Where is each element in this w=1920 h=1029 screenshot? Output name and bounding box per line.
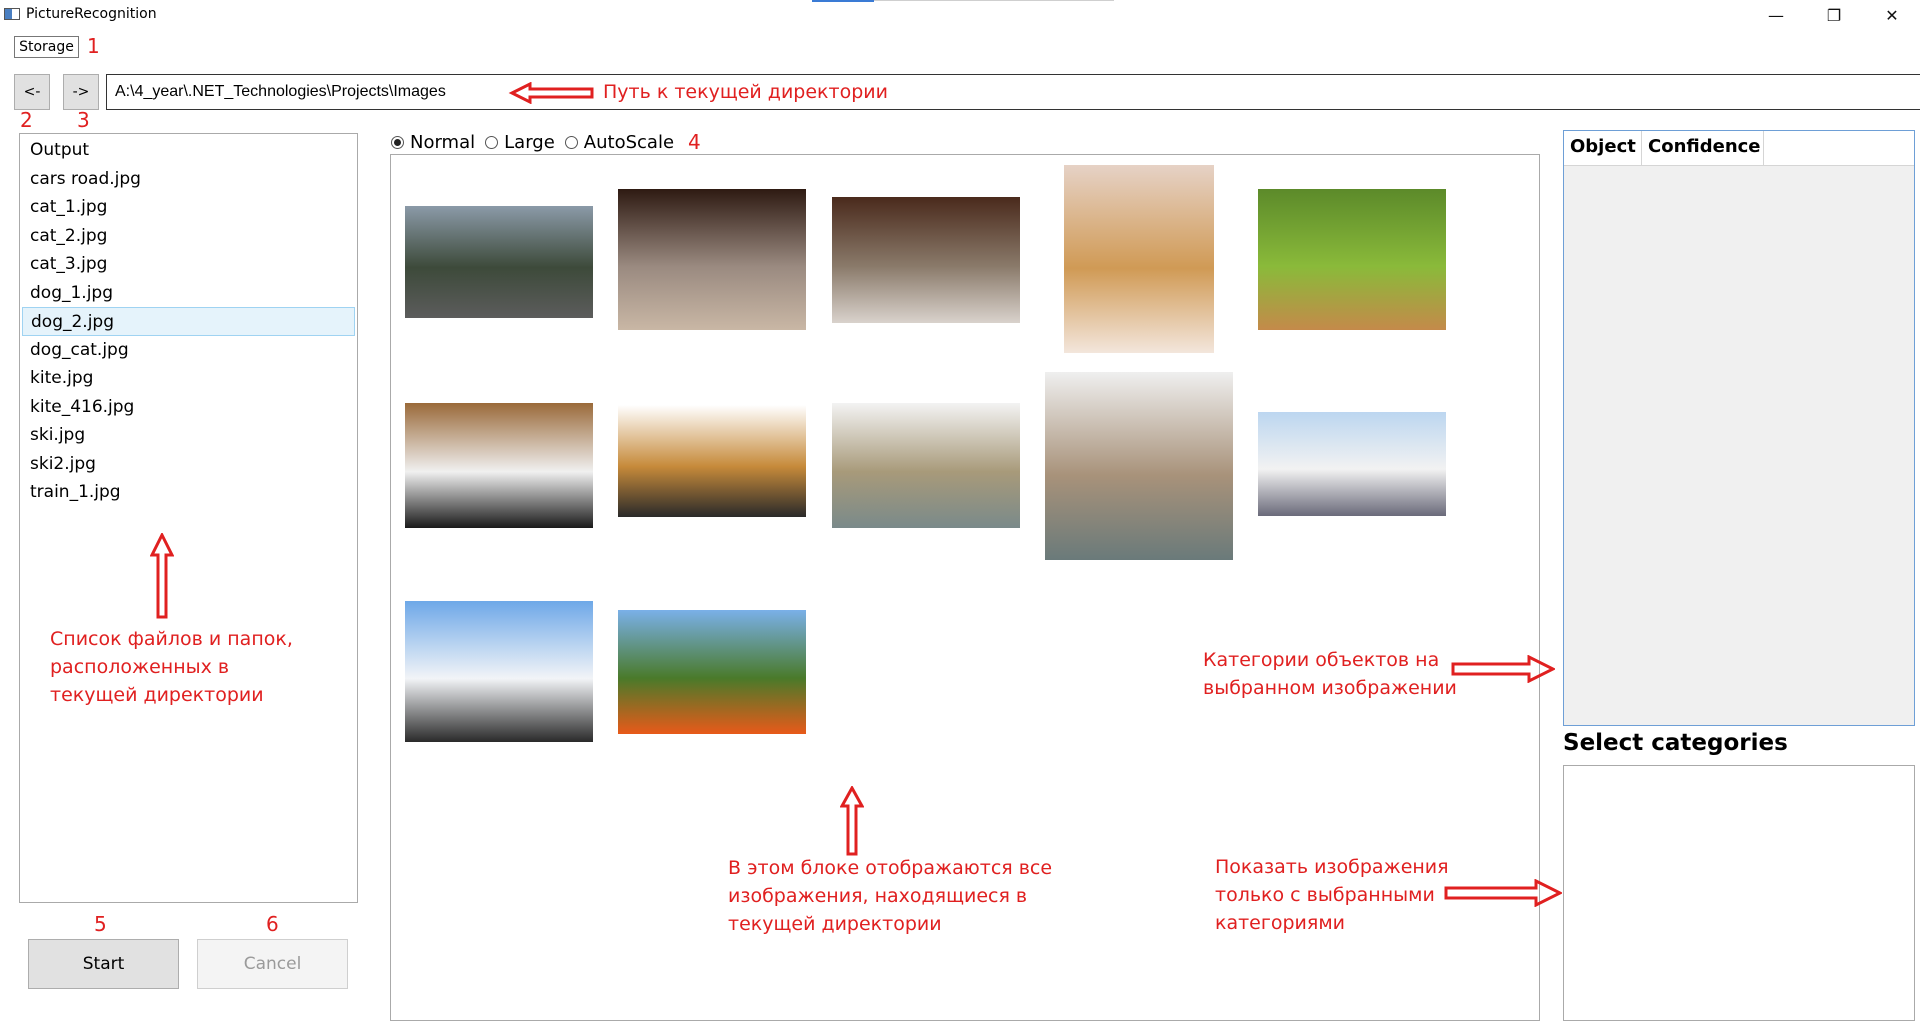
start-button[interactable]: Start [28, 939, 179, 989]
back-button[interactable]: <- [14, 74, 50, 110]
file-list-item[interactable]: cat_3.jpg [30, 254, 108, 274]
cancel-button[interactable]: Cancel [197, 939, 348, 989]
thumbnail-dog_2[interactable] [405, 403, 593, 528]
thumbnail-ski2[interactable] [405, 601, 593, 742]
categories-list[interactable] [1563, 765, 1915, 1021]
thumbnail-kite_416[interactable] [1045, 372, 1233, 560]
files-arrow [150, 533, 174, 619]
file-list-item[interactable]: dog_cat.jpg [30, 339, 129, 360]
file-list-item[interactable]: dog_1.jpg [30, 282, 114, 303]
thumbnail-train_1[interactable] [618, 610, 806, 734]
annotation-5: 5 [94, 912, 107, 936]
thumbnail-cat_3[interactable] [1064, 165, 1214, 353]
window-title: PictureRecognition [26, 6, 157, 22]
radio-normal-label: Normal [410, 131, 476, 153]
results-header: Object Confidence [1564, 131, 1914, 166]
thumbnail-cat_1[interactable] [618, 189, 806, 330]
file-list-item[interactable]: cat_1.jpg [30, 197, 108, 217]
radio-large[interactable] [485, 135, 499, 149]
file-list-item[interactable]: dog_2.jpg [22, 307, 355, 336]
file-list-item[interactable]: Output [30, 140, 90, 160]
filter-note: Показать изображения только с выбранными… [1215, 856, 1449, 934]
column-object[interactable]: Object [1564, 131, 1642, 165]
annotation-3: 3 [77, 108, 90, 132]
annotation-6: 6 [266, 912, 279, 936]
objects-arrow [1451, 655, 1555, 683]
thumbnail-kite[interactable] [832, 403, 1020, 528]
gallery-note: В этом блоке отображаются все изображени… [728, 857, 1053, 935]
path-arrow [508, 82, 594, 104]
file-list-item[interactable]: cat_2.jpg [30, 225, 108, 246]
objects-note: Категории объектов на выбранном изображе… [1203, 649, 1457, 699]
thumbnail-ski[interactable] [1258, 412, 1446, 516]
app-icon [4, 8, 20, 20]
thumbnail-dog_1[interactable] [1258, 189, 1446, 330]
column-confidence[interactable]: Confidence [1642, 131, 1764, 165]
restore-button[interactable]: ❐ [1826, 5, 1842, 25]
thumbnail-dog_cat[interactable] [618, 405, 806, 517]
file-list-item[interactable]: kite_416.jpg [30, 396, 135, 417]
image-gallery[interactable] [390, 154, 1540, 1021]
thumbnail-cars-road[interactable] [405, 206, 593, 318]
filter-arrow [1444, 879, 1562, 907]
select-categories-title: Select categories [1563, 730, 1788, 756]
gallery-arrow [840, 786, 864, 856]
minimize-button[interactable]: — [1768, 5, 1784, 25]
annotation-1: 1 [87, 34, 100, 58]
thumbnail-cat_2[interactable] [832, 197, 1020, 323]
results-grid[interactable]: Object Confidence [1563, 130, 1915, 726]
file-list-item[interactable]: ski2.jpg [30, 453, 96, 474]
radio-normal[interactable] [391, 135, 404, 149]
path-input[interactable] [106, 74, 1920, 110]
file-list-item[interactable]: kite.jpg [30, 368, 94, 388]
radio-large-label: Large [504, 131, 555, 153]
file-list-item[interactable]: cars road.jpg [30, 168, 141, 189]
radio-autoscale[interactable] [564, 135, 578, 149]
file-list-item[interactable]: ski.jpg [30, 425, 86, 445]
view-mode-group: Normal Large AutoScale 4 [391, 130, 701, 154]
files-note: Список файлов и папок, расположенных в т… [50, 628, 293, 706]
radio-autoscale-label: AutoScale [583, 131, 675, 153]
close-button[interactable]: ✕ [1885, 5, 1899, 25]
annotation-2: 2 [20, 108, 33, 132]
title-divider [874, 0, 1114, 1]
storage-button[interactable]: Storage [14, 36, 79, 58]
annotation-4: 4 [688, 130, 701, 154]
file-list-item[interactable]: train_1.jpg [30, 482, 121, 502]
path-note: Путь к текущей директории [603, 81, 888, 103]
title-accent [812, 0, 874, 2]
forward-button[interactable]: -> [63, 74, 99, 110]
